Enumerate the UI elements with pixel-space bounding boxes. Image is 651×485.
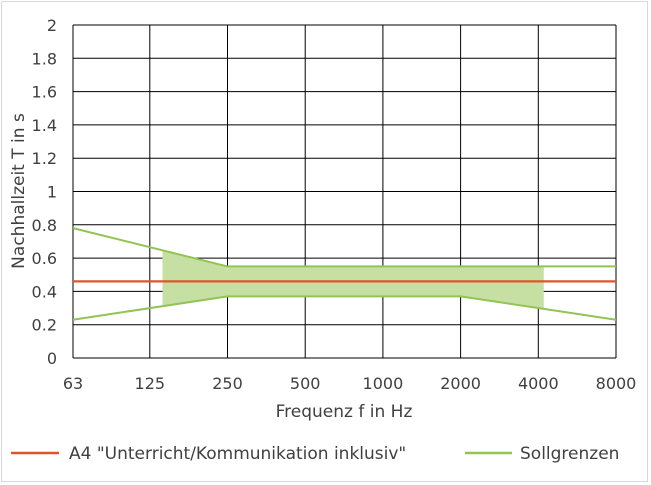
series-lines: [72, 227, 617, 321]
series-line-sollgrenzen-upper: [72, 227, 616, 268]
y-tick-label-6: 1.2: [32, 149, 57, 168]
y-tick-label-3: 0.6: [32, 249, 57, 268]
y-tick-labels: 0 0.2 0.4 0.6 0.8 1 1.2 1.4 1.6 1.8 2: [32, 16, 57, 368]
x-axis-title: Frequenz f in Hz: [276, 402, 413, 422]
y-tick-label-9: 1.8: [32, 49, 57, 68]
y-axis-title: Nachhallzeit T in s: [9, 113, 29, 269]
x-tick-label-0: 63: [63, 374, 83, 393]
legend-label-a4: A4 "Unterricht/Kommunikation inklusiv": [69, 444, 406, 464]
x-tick-label-2: 250: [212, 374, 243, 393]
y-tick-label-5: 1: [47, 183, 57, 202]
y-tick-label-8: 1.6: [32, 83, 57, 102]
legend-label-sollgrenzen: Sollgrenzen: [520, 444, 619, 464]
x-tick-labels: 63 125 250 500 1000 2000 4000 8000: [63, 374, 637, 393]
x-tick-label-7: 8000: [596, 374, 637, 393]
y-tick-label-4: 0.8: [32, 216, 57, 235]
x-tick-label-1: 125: [135, 374, 166, 393]
series-line-sollgrenzen-lower: [72, 295, 617, 321]
y-tick-label-10: 2: [47, 16, 57, 35]
y-tick-label-0: 0: [47, 349, 57, 368]
tolerance-band: [162, 249, 544, 309]
x-tick-label-3: 500: [290, 374, 321, 393]
grid: [72, 24, 617, 359]
y-tick-label-2: 0.4: [32, 282, 57, 301]
y-tick-label-7: 1.4: [32, 116, 57, 135]
legend: A4 "Unterricht/Kommunikation inklusiv" S…: [11, 444, 619, 464]
x-tick-label-4: 1000: [363, 374, 404, 393]
x-tick-label-5: 2000: [440, 374, 481, 393]
y-tick-label-1: 0.2: [32, 316, 57, 335]
x-tick-label-6: 4000: [518, 374, 559, 393]
tolerance-band-area: [162, 249, 544, 309]
